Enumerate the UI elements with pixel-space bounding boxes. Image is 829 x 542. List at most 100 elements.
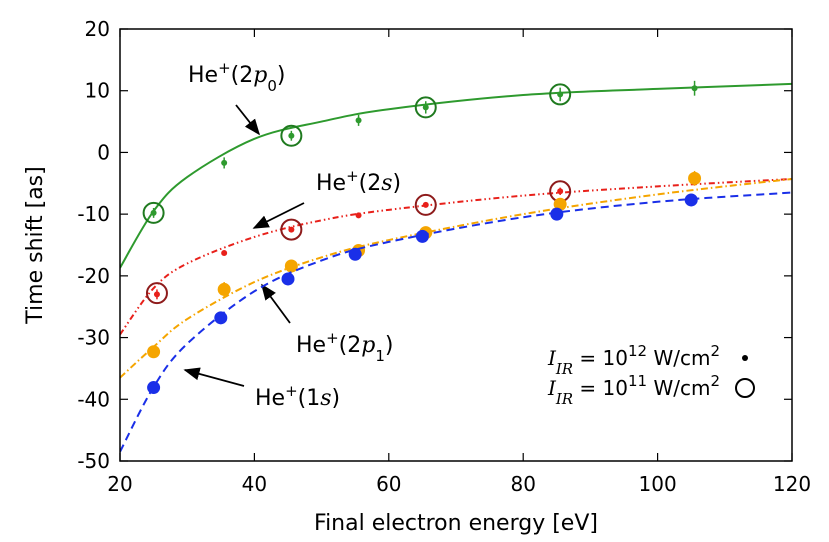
label-part: He	[316, 171, 346, 196]
label-part: IR	[555, 390, 573, 408]
dot-marker	[557, 91, 564, 98]
dot-marker	[284, 259, 298, 273]
dot-marker	[355, 117, 362, 124]
label-part: W/cm	[647, 346, 710, 370]
circle-marker	[280, 124, 303, 147]
dot-marker	[557, 188, 564, 195]
series-label: He+(1s)	[255, 382, 340, 411]
y-tick-label: -20	[77, 264, 110, 288]
dot-marker	[288, 132, 295, 139]
label-part: He	[296, 333, 326, 358]
label-part: +	[218, 59, 231, 77]
x-tick-label: 60	[376, 472, 401, 496]
y-tick-label: -10	[77, 202, 110, 226]
dot-marker	[691, 85, 698, 92]
legend-label: IIR = 1012 W/cm2	[547, 342, 720, 378]
label-part: (2	[359, 171, 382, 196]
dot-marker	[553, 197, 567, 211]
y-tick-label: -40	[77, 387, 110, 411]
dot-marker	[684, 193, 698, 207]
dot-marker	[688, 171, 702, 185]
fit-curve	[120, 177, 792, 336]
circle-marker	[414, 96, 437, 119]
circle-marker	[145, 282, 168, 305]
dot-marker	[281, 272, 295, 286]
x-tick-label: 120	[773, 472, 811, 496]
circle-marker	[414, 193, 437, 216]
legend-dot	[742, 355, 748, 361]
label-part: +	[285, 382, 298, 400]
label-part: I	[547, 376, 557, 400]
label-part: = 10	[573, 376, 628, 400]
dot-marker	[217, 282, 231, 296]
label-part: s	[381, 171, 392, 196]
dot-marker	[415, 229, 429, 243]
dot-marker	[221, 250, 228, 257]
label-part: = 10	[573, 346, 628, 370]
dot-marker	[147, 345, 161, 359]
legend-circle	[735, 378, 755, 398]
arrow	[261, 283, 291, 324]
label-part: +	[346, 167, 359, 185]
label-part: (2	[339, 333, 362, 358]
y-tick-label: -50	[77, 449, 110, 473]
label-part: W/cm	[647, 376, 710, 400]
label-part: (1	[298, 386, 321, 411]
legend-label: IIR = 1011 W/cm2	[547, 372, 720, 408]
dot-marker	[150, 209, 157, 216]
x-axis-title: Final electron energy [eV]	[314, 511, 598, 536]
y-axis-title: Time shift [as]	[23, 166, 48, 324]
series-label: He+(2p0)	[188, 59, 285, 95]
label-part: p	[253, 63, 267, 88]
series-label: He+(2s)	[316, 167, 401, 196]
dot-marker	[355, 212, 362, 219]
dot-marker	[422, 104, 429, 111]
dot-marker	[221, 159, 228, 166]
y-tick-label: -30	[77, 326, 110, 350]
annotation-arrows	[183, 104, 305, 387]
label-part: )	[385, 333, 394, 358]
label-part: He	[188, 63, 218, 88]
plot-frame	[119, 28, 793, 462]
y-tick-label: 0	[97, 140, 110, 164]
label-part: I	[547, 346, 557, 370]
dot-marker	[147, 381, 161, 395]
circle-marker	[280, 218, 303, 241]
label-part: )	[332, 386, 341, 411]
fit-curve	[120, 177, 792, 379]
x-tick-label: 40	[242, 472, 267, 496]
dot-marker	[422, 201, 429, 208]
label-part: )	[277, 63, 286, 88]
label-part: 12	[628, 342, 647, 360]
label-part: (2	[231, 63, 254, 88]
x-tick-label: 100	[639, 472, 677, 496]
fit-curve	[120, 191, 792, 453]
label-part: 0	[267, 77, 277, 95]
dot-marker	[153, 291, 160, 298]
dot-marker	[348, 247, 362, 261]
arrow	[235, 104, 261, 136]
x-tick-label: 80	[510, 472, 535, 496]
label-part: )	[393, 171, 402, 196]
x-tick-label: 20	[107, 472, 132, 496]
series-label: He+(2p1)	[296, 329, 393, 365]
dot-marker	[288, 226, 295, 233]
circle-marker	[549, 83, 572, 106]
label-part: +	[326, 329, 339, 347]
fit-curve	[120, 82, 792, 269]
label-part: 2	[710, 372, 720, 390]
label-part: 2	[710, 342, 720, 360]
label-part: 1	[375, 347, 385, 365]
circle-marker	[142, 201, 165, 224]
label-part: He	[255, 386, 285, 411]
label-part: p	[361, 333, 375, 358]
label-part: s	[320, 386, 331, 411]
y-tick-label: 10	[85, 79, 110, 103]
label-part: 11	[628, 372, 647, 390]
dot-marker	[550, 207, 564, 221]
label-part: IR	[555, 360, 573, 378]
arrow	[183, 367, 245, 387]
arrow	[252, 202, 305, 229]
y-tick-label: 20	[85, 17, 110, 41]
